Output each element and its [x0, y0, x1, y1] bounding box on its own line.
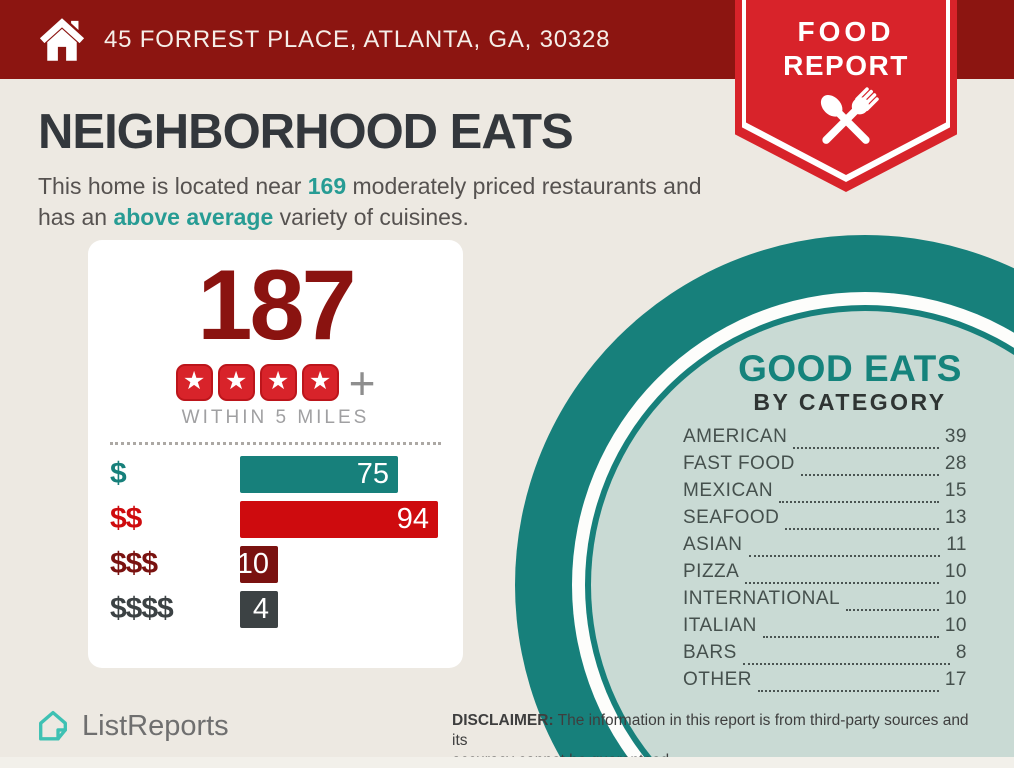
category-value: 15 — [944, 480, 967, 501]
category-value: 28 — [944, 453, 967, 474]
category-label: AMERICAN — [683, 426, 788, 447]
price-bar-row: $ 75 — [110, 455, 463, 493]
dotted-leader — [846, 609, 939, 611]
category-row: OTHER 17 — [683, 669, 967, 696]
dotted-leader — [762, 636, 939, 638]
good-eats-title: GOOD EATS — [738, 348, 962, 389]
star-rating: ★ ★ ★ ★ + — [88, 356, 463, 409]
price-bar-value: 75 — [356, 457, 389, 490]
intro-text: This home is located near 169 moderately… — [38, 171, 738, 233]
price-bar: 10 — [236, 545, 278, 583]
category-row: INTERNATIONAL 10 — [683, 588, 967, 615]
dotted-leader — [758, 690, 939, 692]
category-row: ASIAN 11 — [683, 534, 967, 561]
ribbon-title-line2: REPORT — [783, 50, 909, 81]
category-value: 8 — [955, 642, 967, 663]
intro-segment: This home is located near — [38, 173, 308, 199]
food-report-ribbon: FOOD REPORT — [735, 0, 957, 192]
plus-icon: + — [348, 356, 376, 409]
price-bar: 4 — [240, 590, 278, 628]
dotted-leader — [748, 555, 941, 557]
restaurant-total-count: 187 — [197, 249, 356, 360]
variety-highlight: above average — [113, 204, 274, 230]
star-badge-icon: ★ — [217, 364, 255, 402]
category-row: FAST FOOD 28 — [683, 453, 967, 480]
category-value: 39 — [944, 426, 967, 447]
ribbon-title-line1: FOOD — [797, 16, 895, 47]
category-value: 10 — [944, 588, 967, 609]
home-icon — [39, 18, 85, 61]
listreports-wordmark: ListReports — [82, 709, 229, 742]
dotted-leader — [800, 474, 939, 476]
property-address: 45 FORREST PLACE, ATLANTA, GA, 30328 — [104, 26, 611, 53]
price-tier-label: $$ — [110, 502, 142, 536]
dotted-leader — [742, 663, 950, 665]
page-title: NEIGHBORHOOD EATS — [38, 105, 574, 159]
category-value: 11 — [946, 534, 967, 555]
restaurant-summary-card: 187 ★ ★ ★ ★ + WITHIN 5 MILES $ 75 $$ 94 $$$ … — [88, 240, 463, 668]
price-tier-label: $$$ — [110, 547, 158, 581]
category-row: MEXICAN 15 — [683, 480, 967, 507]
price-tier-label: $$$$ — [110, 592, 174, 626]
category-label: BARS — [683, 642, 737, 663]
price-bar: 75 — [240, 455, 398, 493]
price-bar-row: $$$ 10 — [110, 545, 463, 583]
intro-segment: variety of cuisines. — [273, 204, 469, 230]
price-bar-value: 94 — [396, 502, 429, 535]
price-bar: 94 — [240, 500, 438, 538]
crossed-spoon-fork-icon — [820, 87, 879, 144]
category-label: SEAFOOD — [683, 507, 780, 528]
price-bar-row: $$$$ 4 — [110, 590, 463, 628]
price-tier-bar-chart: $ 75 $$ 94 $$$ 10 $$$$ 4 — [88, 455, 463, 628]
listreports-logo: ListReports — [34, 707, 229, 745]
ribbon-title: FOOD REPORT — [735, 16, 957, 82]
category-label: INTERNATIONAL — [683, 588, 841, 609]
good-eats-subtitle: BY CATEGORY — [753, 389, 947, 415]
category-label: ASIAN — [683, 534, 743, 555]
dotted-divider — [110, 441, 441, 445]
category-row: BARS 8 — [683, 642, 967, 669]
category-label: PIZZA — [683, 561, 740, 582]
intro-segment: moderately priced restaurants and — [346, 173, 702, 199]
price-tier-label: $ — [110, 457, 127, 491]
category-label: FAST FOOD — [683, 453, 795, 474]
star-badge-icon: ★ — [175, 364, 213, 402]
category-row: PIZZA 10 — [683, 561, 967, 588]
category-row: ITALIAN 10 — [683, 615, 967, 642]
price-bar-value: 10 — [236, 547, 269, 580]
star-badge-icon: ★ — [259, 364, 297, 402]
category-label: OTHER — [683, 669, 752, 690]
dotted-leader — [793, 447, 939, 449]
category-label: ITALIAN — [683, 615, 757, 636]
bottom-edge-strip — [0, 757, 1014, 768]
price-bar-row: $$ 94 — [110, 500, 463, 538]
listreports-house-icon — [39, 710, 67, 741]
category-row: SEAFOOD 13 — [683, 507, 967, 534]
category-value: 10 — [944, 615, 967, 636]
disclaimer-line1: The information in this report is from t… — [452, 712, 969, 749]
restaurant-count-highlight: 169 — [307, 173, 347, 199]
category-value: 10 — [944, 561, 967, 582]
category-label: MEXICAN — [683, 480, 774, 501]
dotted-leader — [785, 528, 939, 530]
category-row: AMERICAN 39 — [683, 426, 967, 453]
category-value: 13 — [944, 507, 967, 528]
price-bar-value: 4 — [252, 592, 269, 625]
star-badge-icon: ★ — [301, 364, 339, 402]
radius-label: WITHIN 5 MILES — [181, 406, 370, 428]
intro-segment: has an — [38, 204, 114, 230]
disclaimer-label: DISCLAIMER: — [452, 712, 554, 729]
category-list: AMERICAN 39 FAST FOOD 28 MEXICAN 15 SEAF… — [683, 426, 967, 696]
dotted-leader — [745, 582, 939, 584]
dotted-leader — [779, 501, 939, 503]
category-value: 17 — [944, 669, 967, 690]
